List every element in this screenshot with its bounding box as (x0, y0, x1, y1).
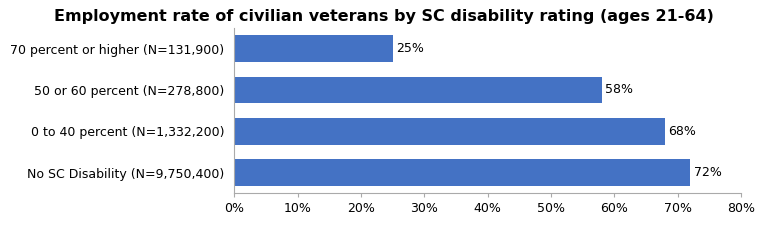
Bar (234, 35, 392, 62)
Bar (234, 77, 601, 103)
Text: 25%: 25% (396, 42, 424, 55)
Text: 72%: 72% (694, 166, 721, 179)
Bar (234, 118, 665, 145)
Text: 68%: 68% (668, 125, 696, 138)
Text: 58%: 58% (605, 83, 633, 96)
Bar (234, 159, 690, 186)
Text: Employment rate of civilian veterans by SC disability rating (ages 21-64): Employment rate of civilian veterans by … (54, 9, 714, 24)
